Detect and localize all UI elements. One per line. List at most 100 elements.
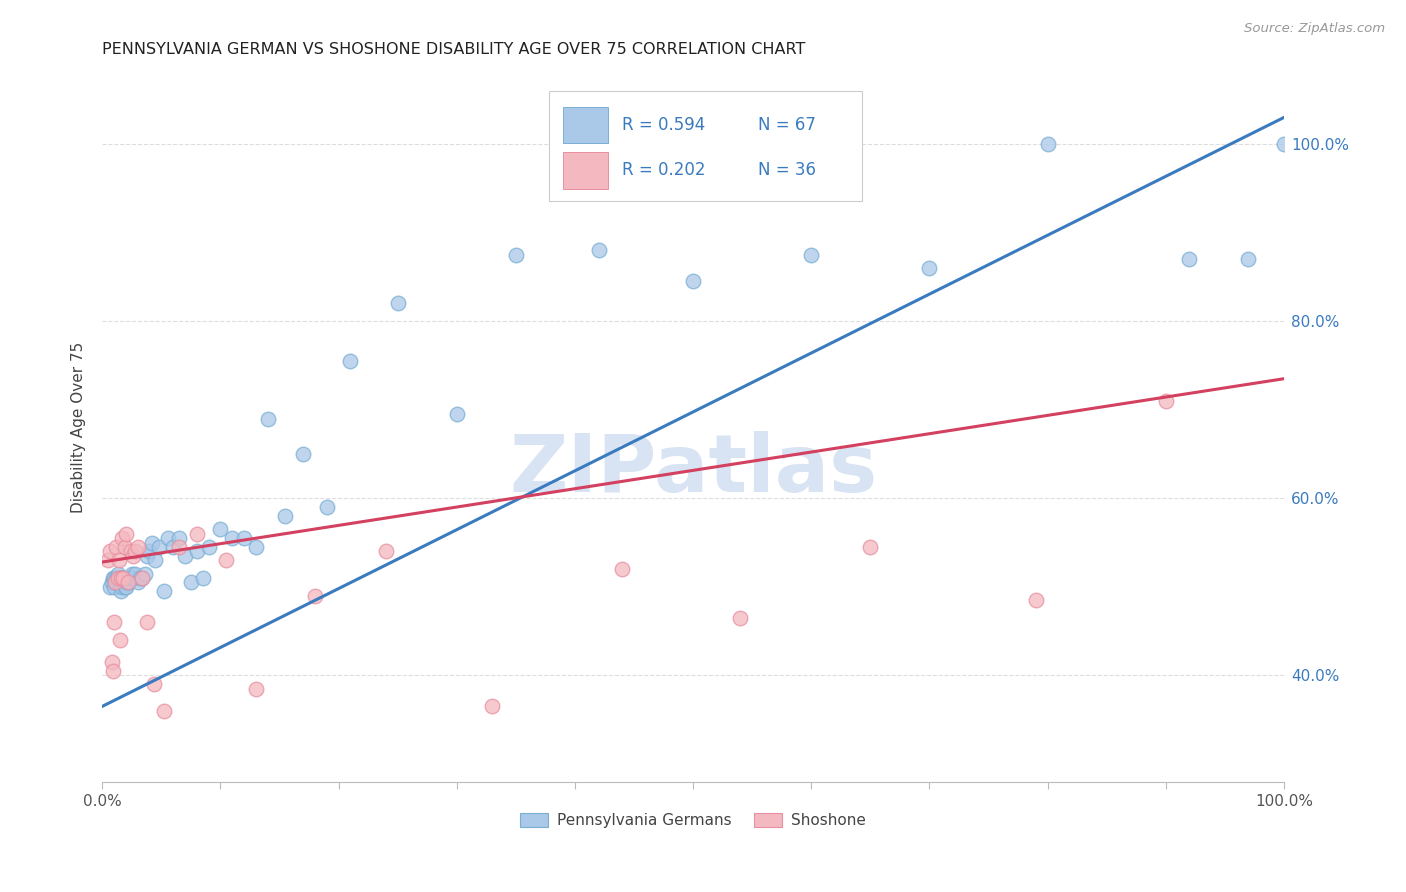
Text: PENNSYLVANIA GERMAN VS SHOSHONE DISABILITY AGE OVER 75 CORRELATION CHART: PENNSYLVANIA GERMAN VS SHOSHONE DISABILI… <box>103 42 806 57</box>
Text: ZIPatlas: ZIPatlas <box>509 431 877 509</box>
Point <box>138 544 160 558</box>
Point <box>141 535 163 549</box>
Point <box>1178 252 1201 267</box>
Point <box>387 296 409 310</box>
Point <box>121 566 143 581</box>
Point <box>1154 393 1177 408</box>
Point <box>127 575 149 590</box>
Point <box>101 664 124 678</box>
Point <box>136 615 159 630</box>
Point <box>115 580 138 594</box>
Point <box>197 540 219 554</box>
Text: N = 67: N = 67 <box>758 116 815 134</box>
Point <box>233 531 256 545</box>
Text: Source: ZipAtlas.com: Source: ZipAtlas.com <box>1244 22 1385 36</box>
Point <box>107 571 129 585</box>
Point <box>191 571 214 585</box>
Point <box>859 540 882 554</box>
Point <box>682 274 704 288</box>
Point <box>129 571 152 585</box>
Point <box>112 575 135 590</box>
Point <box>97 553 120 567</box>
Point <box>107 575 129 590</box>
Point <box>730 611 752 625</box>
Point <box>167 540 190 554</box>
Point <box>1272 136 1295 151</box>
Point <box>111 580 134 594</box>
Point <box>221 531 243 545</box>
Point <box>110 571 132 585</box>
Point <box>103 615 125 630</box>
Point <box>143 677 166 691</box>
FancyBboxPatch shape <box>562 152 607 189</box>
Point <box>112 571 135 585</box>
Point <box>131 571 153 585</box>
Point <box>174 549 197 563</box>
Point <box>104 575 127 590</box>
Point <box>127 540 149 554</box>
Point <box>245 540 267 554</box>
Point <box>108 571 131 585</box>
Point <box>162 540 184 554</box>
Point <box>256 411 278 425</box>
Point <box>101 571 124 585</box>
Point <box>800 248 823 262</box>
Point <box>105 540 128 554</box>
Point <box>105 571 128 585</box>
Point <box>107 575 129 590</box>
Point <box>100 580 122 594</box>
Point <box>1036 136 1059 151</box>
Point <box>110 584 132 599</box>
Point <box>108 575 131 590</box>
Point <box>304 589 326 603</box>
Point <box>186 526 208 541</box>
Point <box>103 580 125 594</box>
Point <box>100 655 122 669</box>
Point <box>134 566 156 581</box>
Point <box>110 571 132 585</box>
Point <box>588 244 610 258</box>
Point <box>118 575 141 590</box>
Point <box>120 544 142 558</box>
Point <box>145 553 167 567</box>
Point <box>111 571 134 585</box>
Point <box>107 566 129 581</box>
Point <box>446 407 468 421</box>
Point <box>136 549 159 563</box>
Point <box>374 544 396 558</box>
Point <box>107 553 129 567</box>
Point <box>315 500 337 515</box>
Point <box>100 575 122 590</box>
Point <box>114 540 136 554</box>
Point <box>114 575 136 590</box>
Point <box>152 704 174 718</box>
Point <box>100 544 122 558</box>
Point <box>1025 593 1047 607</box>
Point <box>245 681 267 696</box>
Legend: Pennsylvania Germans, Shoshone: Pennsylvania Germans, Shoshone <box>515 806 872 834</box>
Point <box>115 575 138 590</box>
Point <box>108 632 131 647</box>
Point <box>103 571 125 585</box>
FancyBboxPatch shape <box>562 106 607 144</box>
Point <box>122 571 145 585</box>
Point <box>120 571 142 585</box>
Point <box>148 540 170 554</box>
Text: R = 0.594: R = 0.594 <box>621 116 706 134</box>
Point <box>292 447 315 461</box>
Point <box>115 526 138 541</box>
Point <box>122 549 145 563</box>
Point <box>111 531 134 545</box>
Text: N = 36: N = 36 <box>758 161 815 179</box>
Point <box>117 575 139 590</box>
Point <box>157 531 180 545</box>
Point <box>274 508 297 523</box>
Text: R = 0.202: R = 0.202 <box>621 161 706 179</box>
Point <box>167 531 190 545</box>
Point <box>215 553 238 567</box>
Point <box>918 260 941 275</box>
Point <box>124 566 146 581</box>
Bar <box>548 91 862 201</box>
Point <box>131 571 153 585</box>
Point <box>112 571 135 585</box>
